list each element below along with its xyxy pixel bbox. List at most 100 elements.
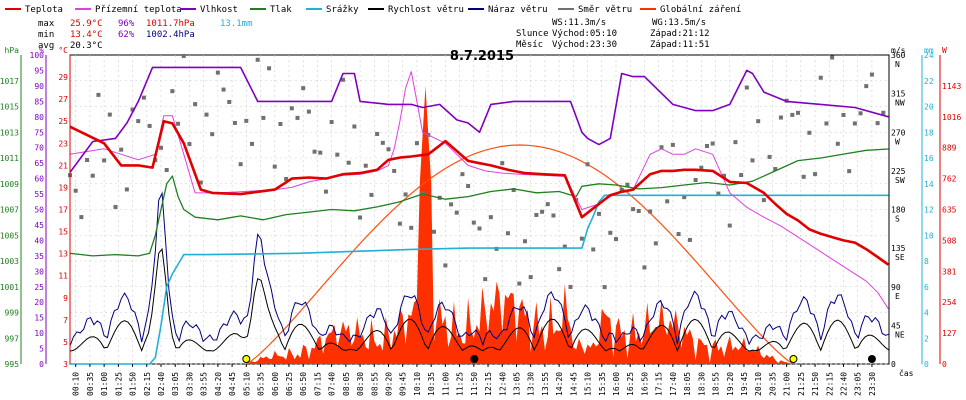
axis-tick-time: 09:45 (399, 372, 408, 396)
wind-direction-point (79, 215, 84, 220)
wind-direction-point (358, 215, 363, 220)
axis-tick-humidity: 70 (34, 144, 44, 153)
wind-direction-point (278, 121, 283, 126)
legend-label: Vlhkost (200, 5, 238, 15)
axis-tick-pressure: 999 (5, 309, 20, 318)
axis-tick-time: 15:35 (598, 372, 607, 396)
wind-direction-point (141, 95, 146, 100)
wind-direction-point (363, 163, 368, 168)
wind-direction-point (818, 75, 823, 80)
axis-tick-time: 04:45 (228, 372, 237, 396)
wind-direction-point (318, 150, 323, 155)
axis-tick-time: 07:40 (328, 372, 337, 396)
wind-direction-point (653, 241, 658, 246)
axis-tick-rain: 12 (924, 206, 934, 215)
wind-direction-point (85, 157, 90, 162)
axis-tick-time: 00:10 (72, 372, 81, 396)
wind-direction-point (392, 168, 397, 173)
axis-tick-pressure: 995 (5, 360, 20, 369)
wind-direction-point (864, 84, 869, 89)
wind-direction-point (687, 237, 692, 242)
wind-direction-point (210, 132, 215, 137)
wind-direction-point (102, 158, 107, 163)
wind-direction-point (699, 165, 704, 170)
sun-label: Slunce (516, 29, 549, 39)
axis-tick-time: 13:05 (512, 372, 521, 396)
axis-tick-wind-dir: 45 (891, 321, 901, 330)
wind-direction-point (471, 220, 476, 225)
wind-direction-point (488, 215, 493, 220)
axis-tick-dir-wind-dir: SE (895, 253, 905, 262)
legend-label: Teplota (25, 5, 63, 15)
legend-label: Srážky (326, 5, 359, 15)
wind-direction-point (727, 223, 732, 228)
wind-direction-point (238, 162, 243, 167)
wind-direction-point (847, 169, 852, 174)
wind-direction-point (164, 168, 169, 173)
legend-label: Směr větru (578, 5, 632, 15)
wind-speed-line (69, 247, 890, 353)
axis-tick-time: 08:30 (356, 372, 365, 396)
axis-tick-pressure: 1015 (0, 103, 19, 112)
legend-label: Přízemní teplota (95, 5, 182, 15)
axis-tick-time: 21:00 (783, 372, 792, 396)
wind-direction-point (329, 120, 334, 125)
wind-direction-point (119, 147, 124, 152)
wind-direction-point (352, 124, 357, 129)
wind-direction-point (716, 191, 721, 196)
axis-tick-rain: 6 (924, 283, 929, 292)
wind-direction-point (187, 142, 192, 147)
axis-tick-humidity: 80 (34, 113, 44, 122)
axis-tick-time: 19:20 (726, 372, 735, 396)
stats-max-pres: 1011.7hPa (146, 19, 195, 29)
axis-tick-time: 01:50 (129, 372, 138, 396)
axis-tick-time: 23:30 (868, 372, 877, 396)
wind-direction-point (454, 210, 459, 215)
wind-direction-point (545, 202, 550, 207)
sun-marker (242, 355, 251, 363)
axis-tick-temperature: 13 (58, 250, 68, 259)
axis-tick-pressure: 997 (5, 334, 20, 343)
axis-tick-time: 03:05 (171, 372, 180, 396)
axis-tick-time: 16:50 (640, 372, 649, 396)
axis-tick-rain: 14 (924, 180, 934, 189)
axis-tick-dir-wind-dir: W (895, 137, 900, 146)
axis-unit-humidity: % (39, 46, 44, 55)
axis-tick-dir-wind-dir: NE (895, 330, 905, 339)
axis-tick-time: 14:45 (569, 372, 578, 396)
stats-panel: max 25.9°C 96% 1011.7hPa 13.1mm min 13.4… (38, 19, 253, 51)
wind-direction-point (147, 123, 152, 128)
wind-direction-point (403, 192, 408, 197)
wind-direction-point (659, 145, 664, 150)
axis-tick-time: 22:40 (840, 372, 849, 396)
wind-direction-point (790, 112, 795, 117)
axis-tick-time: 18:55 (712, 372, 721, 396)
wind-direction-point (136, 119, 141, 124)
axis-tick-rain: 18 (924, 128, 934, 137)
wind-direction-point (579, 236, 584, 241)
stats-min-pres: 1002.4hPa (146, 30, 195, 40)
wind-direction-point (551, 213, 556, 218)
wind-direction-point (682, 195, 687, 200)
axis-tick-time: 06:50 (299, 372, 308, 396)
wind-direction-point (232, 120, 237, 125)
axis-tick-pressure: 1005 (0, 231, 19, 240)
wind-direction-point (557, 267, 562, 272)
wind-direction-point (705, 143, 709, 148)
wind-direction-point (733, 140, 738, 145)
wind-direction-point (517, 281, 522, 286)
wind-direction-point (272, 164, 277, 169)
wind-direction-point (670, 142, 675, 147)
wind-direction-point (813, 172, 818, 177)
wind-direction-point (375, 131, 380, 136)
axis-tick-time: 13:55 (541, 372, 550, 396)
wind-direction-point (778, 115, 783, 120)
wind-direction-point (261, 115, 266, 120)
axis-tick-time: 08:05 (342, 372, 351, 396)
wind-direction-point (625, 182, 630, 187)
axis-tick-time: 17:40 (669, 372, 678, 396)
axis-tick-time: 05:35 (257, 372, 266, 396)
legend-label: Globální záření (660, 5, 741, 15)
axis-tick-time: 02:15 (143, 372, 152, 396)
axis-tick-temperature: 17 (58, 206, 68, 215)
